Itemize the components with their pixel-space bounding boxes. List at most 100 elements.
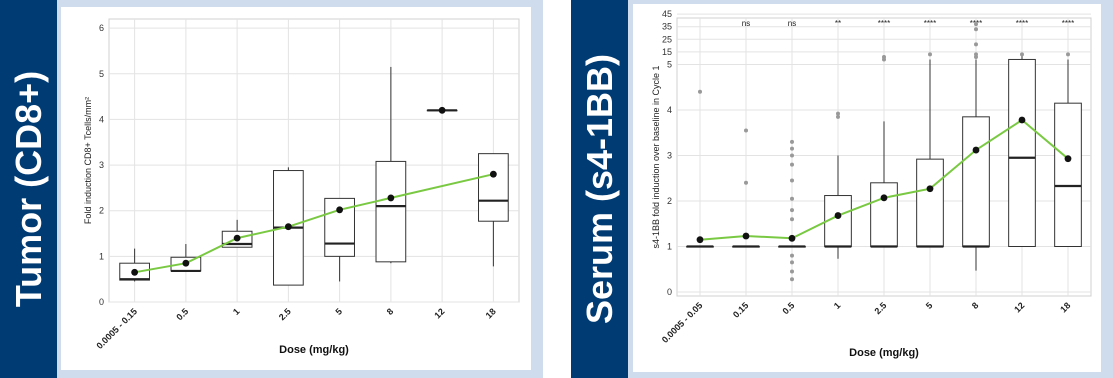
box (375, 160, 407, 263)
y-axis-title: Fold induction CD8+ Tcells/mm² (83, 97, 93, 224)
tumor-plot-card: 0 1 2 3 4 5 6 0.0005 - 0.15 0.5 1 2.5 5 8 12 18 Dose (m… (61, 7, 531, 370)
y-axis-title: s4-1BB fold induction over baseline in C… (651, 65, 661, 248)
y-tick-label: 6 (99, 23, 104, 33)
mean-point (438, 106, 446, 114)
x-tick-label: 0.0005 - 0.15 (94, 306, 139, 351)
y-tick-label: 4 (99, 114, 104, 124)
outlier-point (790, 208, 794, 213)
y-tick-label: 1 (667, 242, 672, 252)
mean-point (336, 206, 344, 214)
mean-point (926, 185, 934, 193)
mean-point (1018, 116, 1026, 124)
outlier-point (790, 153, 794, 158)
significance-label: **** (878, 19, 890, 28)
y-tick-label: 2 (99, 206, 104, 216)
plot-area (108, 18, 520, 303)
outlier-point (974, 22, 978, 27)
x-tick-label: 0.5 (780, 300, 796, 316)
serum-plot-card: 0 1 2 3 4 5 15 25 35 45 0.0005 - 0.05 0.15 0.5 1 2.5 5 8… (633, 4, 1101, 372)
y-tick-label: 0 (99, 297, 104, 307)
outlier-point (744, 180, 748, 185)
outlier-point (790, 139, 794, 144)
x-tick-label: 2.5 (872, 300, 888, 316)
outlier-point (836, 114, 840, 119)
tumor-side-title: Tumor (CD8+) (8, 70, 49, 308)
outlier-point (974, 27, 978, 32)
x-tick-label: 2.5 (277, 306, 293, 322)
serum-side-bar (571, 0, 628, 378)
mean-point (696, 236, 704, 244)
outlier-point (974, 52, 978, 57)
y-tick-label: 35 (662, 22, 672, 32)
outlier-point (698, 89, 702, 94)
mean-point (233, 234, 241, 242)
outlier-point (744, 128, 748, 133)
mean-point (1064, 155, 1072, 163)
outlier-point (790, 146, 794, 151)
outlier-point (836, 111, 840, 116)
outlier-point (1066, 52, 1070, 57)
outlier-point (790, 260, 794, 265)
y-tick-label: 1 (99, 251, 104, 261)
significance-label: ** (835, 19, 841, 28)
y-tick-label: 15 (662, 47, 672, 57)
outlier-point (1020, 52, 1024, 57)
significance-label: ns (742, 19, 750, 28)
box (1054, 102, 1082, 247)
mean-point (489, 170, 497, 178)
outlier-point (790, 196, 794, 201)
y-tick-label: 3 (667, 151, 672, 161)
mean-point (131, 268, 139, 276)
outlier-point (790, 277, 794, 282)
serum-side-title: Serum (s4-1BB) (579, 53, 620, 325)
box (962, 116, 990, 247)
x-tick-label: 18 (1058, 300, 1072, 314)
x-tick-label: 18 (484, 306, 498, 320)
mean-point (182, 259, 190, 267)
x-tick-label: 12 (1012, 300, 1026, 314)
x-tick-label: 8 (385, 306, 396, 317)
outlier-point (790, 253, 794, 258)
mean-point (387, 194, 395, 202)
outlier-point (790, 162, 794, 167)
x-tick-label: 1 (832, 300, 843, 311)
x-axis-title: Dose (mg/kg) (849, 347, 919, 359)
x-tick-label: 0.5 (174, 306, 190, 322)
outlier-point (790, 217, 794, 222)
outlier-point (882, 54, 886, 59)
y-tick-label: 5 (99, 69, 104, 79)
y-tick-label: 5 (667, 60, 672, 70)
x-tick-label: 5 (333, 306, 344, 317)
x-tick-label: 0.15 (731, 300, 750, 319)
y-tick-label: 4 (667, 105, 672, 115)
outlier-point (974, 42, 978, 47)
box (1008, 58, 1036, 247)
x-tick-label: 5 (924, 300, 935, 311)
y-tick-label: 3 (99, 160, 104, 170)
y-tick-label: 25 (662, 34, 672, 44)
outlier-point (928, 52, 932, 57)
mean-point (972, 146, 980, 154)
mean-point (834, 212, 842, 219)
x-tick-label: 0.0005 - 0.05 (660, 300, 705, 345)
box (870, 182, 898, 248)
y-tick-label: 0 (667, 287, 672, 297)
significance-label: ns (788, 19, 796, 28)
significance-label: **** (1016, 19, 1028, 28)
box (916, 158, 944, 247)
mean-point (788, 234, 796, 242)
box (478, 153, 509, 222)
tumor-side-bar (0, 0, 57, 378)
outlier-point (790, 178, 794, 183)
y-tick-label: 45 (662, 9, 672, 19)
outlier-point (790, 269, 794, 274)
x-tick-label: 8 (970, 300, 981, 311)
y-tick-label: 2 (667, 196, 672, 206)
x-tick-label: 12 (432, 306, 446, 320)
x-tick-label: 1 (231, 306, 242, 317)
mean-point (284, 223, 292, 231)
significance-label: **** (1062, 19, 1074, 28)
mean-point (880, 194, 888, 202)
